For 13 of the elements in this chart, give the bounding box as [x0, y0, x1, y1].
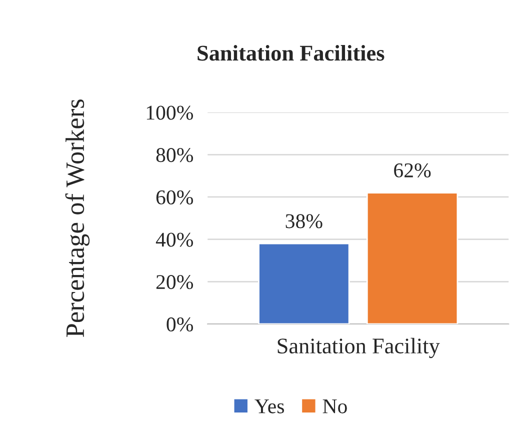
chart-title: Sanitation Facilities: [198, 45, 384, 61]
x-tick-label: Sanitation Facility: [278, 338, 440, 358]
legend-label: No: [322, 399, 347, 414]
y-axis-title: Percentage of Workers: [65, 100, 90, 338]
y-tick-label: 80%: [156, 148, 193, 162]
legend-label: Yes: [254, 399, 284, 414]
data-label: 38%: [286, 214, 322, 228]
y-tick-label: 20%: [156, 275, 193, 290]
data-label: 62%: [394, 163, 431, 178]
y-tick-label: 100%: [146, 106, 193, 120]
y-tick-label: 60%: [156, 190, 193, 204]
y-tick-label: 0%: [166, 317, 193, 332]
y-tick-label: 40%: [156, 232, 193, 247]
